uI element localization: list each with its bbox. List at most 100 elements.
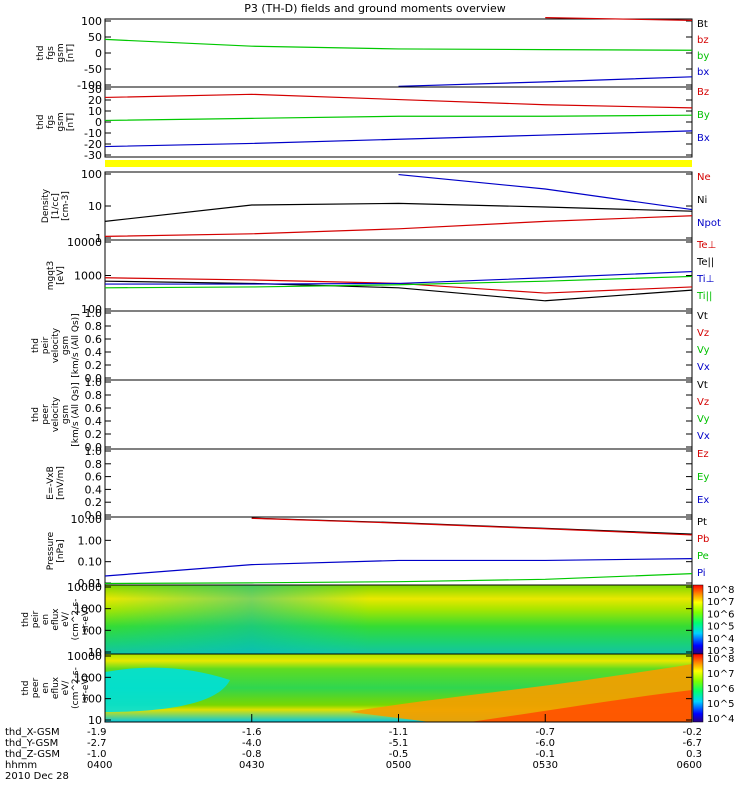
y-tick-label: 0.6: [85, 333, 103, 346]
panel-frame: [104, 18, 693, 88]
legend-label: Te⊥: [696, 240, 716, 251]
y-axis-label-line: (cm^2-s-: [71, 599, 81, 641]
footer-value: 0.3: [686, 749, 702, 760]
y-axis-label: Pressure [nPa]: [46, 531, 66, 570]
y-tick-label: 0.6: [85, 471, 103, 484]
y-tick-label: 10.00: [71, 513, 103, 526]
y-tick-label: 0.4: [85, 346, 103, 359]
legend-label: Vx: [697, 431, 710, 442]
spectrogram-cool-region: [105, 667, 230, 712]
footer-value: -0.2: [682, 727, 702, 738]
footer-row-label: thd_Y-GSM: [5, 738, 58, 749]
footer-value: -1.1: [389, 727, 409, 738]
y-axis-label-line: mgqt3: [46, 261, 56, 290]
panel-frame: [104, 448, 693, 518]
legend-label: Npot: [697, 218, 721, 229]
y-axis-label: thd peer en eflux eV/(cm^2-s-sr-eV): [21, 667, 91, 709]
colorbar-tick-label: 10^5: [707, 699, 734, 710]
footer-value: -1.6: [242, 727, 262, 738]
y-tick-label: 0.8: [85, 320, 103, 333]
y-tick-label: 0.6: [85, 402, 103, 415]
y-axis-label-line: [km/s (All Qs)]: [71, 313, 81, 377]
y-tick-label: -20: [84, 138, 102, 151]
plot-title: P3 (TH-D) fields and ground moments over…: [244, 2, 506, 15]
y-tick-label: -100: [77, 79, 102, 92]
y-tick-label: 30: [88, 83, 102, 96]
y-tick-label: 10: [88, 200, 102, 213]
y-axis-label-line: Density: [41, 188, 51, 223]
legend-label: Vy: [697, 414, 710, 425]
y-tick-label: 0.4: [85, 415, 103, 428]
legend-label: Ex: [697, 495, 709, 506]
colorbar: [692, 653, 704, 723]
legend-label: Ni: [697, 195, 707, 206]
spectrogram-hotter-region: [470, 690, 692, 722]
panel-7: 1.00.80.60.40.20.0 E=-VxB [mV/m] Ez Ey Ex: [46, 445, 709, 522]
panel-1: 100 50 0 -50 -100 thd fgs gsm [nT] Bt bz by bx: [36, 15, 709, 92]
y-tick-label: 0.0: [85, 372, 103, 385]
y-tick-label: 10000: [67, 581, 102, 594]
y-tick-label: 0.0: [85, 441, 103, 454]
y-axis-label-line: (cm^2-s-: [71, 667, 81, 709]
y-axis-label-line: Pressure: [46, 531, 56, 570]
y-tick-label: 0: [95, 116, 102, 129]
y-axis-label-line: [mV/m]: [56, 466, 66, 500]
y-tick-label: 0.4: [85, 483, 103, 496]
y-tick-label: 0.01: [78, 577, 103, 590]
y-axis-label: E=-VxB [mV/m]: [46, 466, 66, 500]
series-line-by: [104, 114, 693, 122]
colorbar-tick-label: 10^3: [707, 646, 734, 657]
footer-date: 2010 Dec 28: [5, 771, 69, 782]
legend-label: Bt: [697, 19, 708, 30]
series-line-bx: [104, 130, 693, 148]
legend-label: Bz: [697, 87, 709, 98]
legend-label: bx: [697, 67, 709, 78]
y-tick-label: 100: [81, 15, 102, 28]
y-tick-label: 1: [95, 232, 102, 245]
legend-label: Vx: [697, 362, 710, 373]
colorbar-tick-label: 10^7: [707, 669, 734, 680]
footer-value: 0400: [87, 760, 112, 771]
y-axis-label-line: [nT]: [66, 113, 76, 131]
y-tick-label: 20: [88, 94, 102, 107]
series-line-pb: [251, 517, 693, 536]
legend-label: Pt: [697, 517, 707, 528]
y-tick-label: 100: [81, 624, 102, 637]
y-tick-label: 10: [88, 646, 102, 659]
y-axis-label-line: [km/s (All Qs)]: [71, 382, 81, 446]
y-axis-label-line: eflux: [51, 608, 61, 631]
y-axis-label-line: thd: [36, 46, 46, 61]
series-line-pi: [104, 558, 693, 577]
footer-row-label: hhmm: [5, 760, 37, 771]
legend-label: Vy: [697, 345, 710, 356]
panel-9: 10^810^710^6 10^510^410^3 10000 1000 100 10 th…: [21, 581, 734, 659]
y-tick-label: 1000: [74, 671, 102, 684]
y-axis-label-line: [nPa]: [56, 539, 66, 562]
colorbar-tick-label: 10^5: [707, 622, 734, 633]
y-axis-label-line: thd: [21, 612, 31, 627]
y-axis-label-line: gsm: [61, 405, 71, 424]
legend-label: Ti⊥: [696, 274, 714, 285]
panel-frame: [104, 310, 693, 381]
y-tick-label: 0: [95, 47, 102, 60]
y-axis-label-line: fgs: [46, 46, 56, 60]
legend-label: Pi: [697, 568, 706, 579]
y-axis-label: thd peer velocity gsm [km/s (All Qs)]: [31, 382, 81, 446]
panel-frame: [104, 516, 693, 586]
panel-10: 10^8 10^7 10^6 10^5 10^4 10000 1000 100 10 thd pee…: [21, 650, 734, 727]
y-axis-label-line: velocity: [51, 327, 61, 363]
y-axis-label: thd fgs gsm [nT]: [36, 43, 76, 62]
y-tick-label: 100: [81, 303, 102, 316]
panel-3: 100 10 1 Density [1/cc] [cm-3] Ne Ni Npot: [41, 168, 721, 245]
legend-label: Vt: [697, 380, 708, 391]
y-tick-label: 50: [88, 31, 102, 44]
y-axis-label-line: peir: [31, 610, 41, 628]
colorbar-tick-label: 10^6: [707, 609, 734, 620]
legend-label: Ey: [697, 472, 709, 483]
series-line-pe: [104, 573, 693, 585]
legend-label: By: [697, 110, 710, 121]
footer-value: -0.8: [242, 749, 262, 760]
footer-value: -2.7: [87, 738, 107, 749]
footer-value: -6.7: [682, 738, 702, 749]
